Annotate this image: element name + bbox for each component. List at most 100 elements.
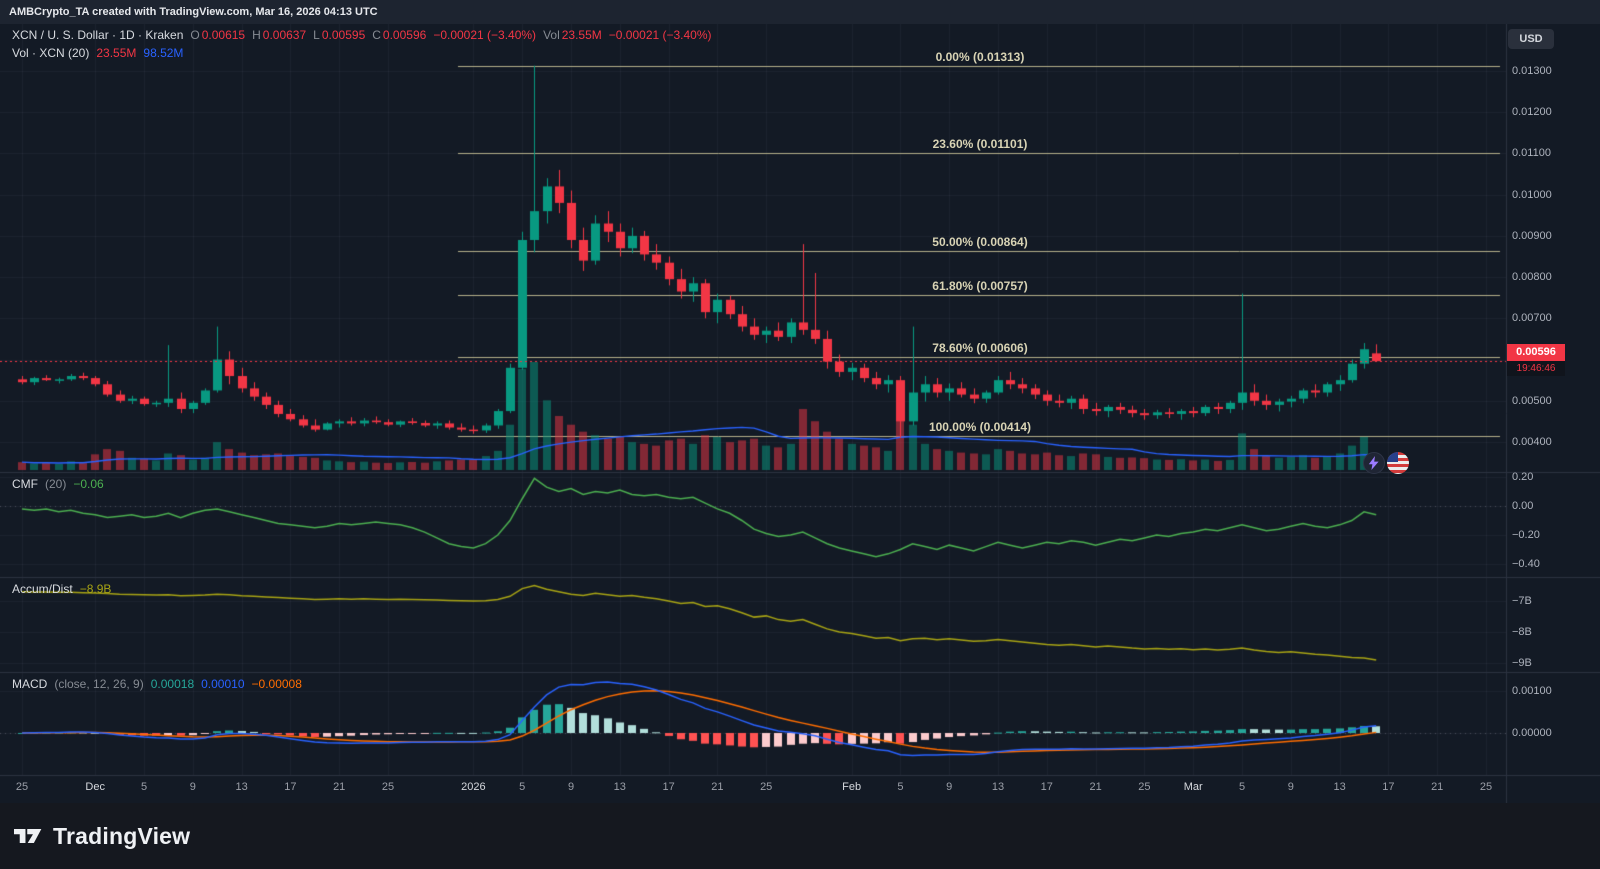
legend-segment: 23.55M xyxy=(561,28,602,42)
tradingview-logo[interactable]: TradingView xyxy=(14,823,190,850)
cmf-axis-label: 0.20 xyxy=(1512,471,1534,483)
time-axis-label: 25 xyxy=(1138,781,1151,793)
legend-segment: 0.00010 xyxy=(201,677,245,691)
time-axis-label: 5 xyxy=(140,781,148,793)
fib-level-label: 50.00% (0.00864) xyxy=(932,234,1028,249)
fib-level-label: 78.60% (0.00606) xyxy=(932,341,1028,356)
lightning-bolt-glyph xyxy=(1368,456,1379,470)
time-axis-label: Dec xyxy=(85,781,105,793)
time-axis-label: 25 xyxy=(15,781,29,793)
price-axis-label: 0.00700 xyxy=(1512,312,1552,325)
last-price-value: 0.00596 xyxy=(1507,344,1565,362)
fib-level-label: 0.00% (0.01313) xyxy=(935,49,1025,64)
legend-segment: H xyxy=(252,28,261,42)
price-axis-label: 0.00500 xyxy=(1512,394,1552,407)
attribution-bar: AMBCrypto_TA created with TradingView.co… xyxy=(0,0,1600,24)
accdist-axis-label: −9B xyxy=(1512,657,1532,669)
macd-legend[interactable]: MACD (close, 12, 26, 9) 0.00018 0.00010 −0.0… xyxy=(12,677,309,691)
fib-level-label: 23.60% (0.01101) xyxy=(932,137,1028,152)
time-axis-label: 21 xyxy=(1431,781,1444,793)
time-axis-label: 5 xyxy=(897,781,904,793)
price-axis-label: 0.01200 xyxy=(1512,106,1552,119)
time-axis-label: 25 xyxy=(1479,781,1493,793)
tradingview-wordmark: TradingView xyxy=(53,822,191,849)
legend-segment: CMF xyxy=(12,477,38,491)
time-axis-label: 21 xyxy=(711,781,724,793)
time-axis-label: 17 xyxy=(284,781,297,793)
cmf-axis-label: −0.40 xyxy=(1512,558,1540,570)
flag-canton xyxy=(1387,452,1398,462)
time-axis-label: 17 xyxy=(1382,781,1395,793)
currency-toggle-button[interactable]: USD xyxy=(1508,29,1554,49)
cmf-axis-label: 0.00 xyxy=(1512,500,1534,512)
accdist-axis-label: −7B xyxy=(1512,595,1532,607)
ohlc-legend-row[interactable]: XCN / U. S. Dollar · 1D · Kraken O 0.00615… xyxy=(12,28,719,42)
time-axis-label: 25 xyxy=(760,781,773,793)
fib-level-label: 100.00% (0.00414) xyxy=(928,420,1032,435)
legend-segment: −0.06 xyxy=(73,477,104,491)
legend-segment: −0.00008 xyxy=(251,677,302,691)
legend-segment: 23.55M xyxy=(96,46,137,60)
legend-segment: −0.00021 (−3.40%) xyxy=(608,28,712,42)
legend-segment: −8.9B xyxy=(79,582,112,596)
us-flag-icon[interactable] xyxy=(1387,452,1409,474)
time-axis-label: 5 xyxy=(519,781,526,793)
accdist-legend[interactable]: Accum/Dist −8.9B xyxy=(12,582,118,596)
legend-segment: (close, 12, 26, 9) xyxy=(54,677,144,691)
time-axis-label: 21 xyxy=(1089,781,1102,793)
legend-segment: −0.00021 (−3.40%) xyxy=(433,28,537,42)
bar-countdown: 19:46:46 xyxy=(1507,361,1565,377)
legend-segment: 0.00595 xyxy=(321,28,366,42)
time-axis[interactable]: 25 Dec 5 9 13 17 21 25 2026 5 9 13 17 21 25 Feb 5 9 13 17 21… xyxy=(0,775,1506,803)
legend-segment: Accum/Dist xyxy=(12,582,73,596)
price-axis-label: 0.00900 xyxy=(1512,229,1552,242)
chart-canvas[interactable] xyxy=(0,24,1600,803)
legend-segment: (20) xyxy=(45,477,67,491)
time-axis-label: 21 xyxy=(333,781,346,793)
legend-segment: L xyxy=(313,28,320,42)
time-axis-label: 13 xyxy=(991,781,1005,793)
time-axis-label: 25 xyxy=(381,781,395,793)
time-axis-label: Mar xyxy=(1183,781,1203,793)
time-axis-label: 13 xyxy=(613,781,626,793)
time-axis-label: 17 xyxy=(662,781,675,793)
lightning-icon[interactable] xyxy=(1363,452,1385,474)
cmf-legend[interactable]: CMF (20) −0.06 xyxy=(12,477,111,491)
legend-segment: MACD xyxy=(12,677,48,691)
legend-segment: 0.00615 xyxy=(201,28,246,42)
time-axis-label: 13 xyxy=(235,781,248,793)
legend-segment: 0.00018 xyxy=(150,677,195,691)
symbol-legend[interactable]: XCN / U. S. Dollar · 1D · Kraken O 0.00615… xyxy=(12,28,719,60)
volume-legend-row[interactable]: Vol · XCN (20) 23.55M 98.52M xyxy=(12,46,719,60)
time-axis-label: 5 xyxy=(1238,781,1246,793)
price-axis-label: 0.00800 xyxy=(1512,271,1552,284)
last-price-tag: 0.00596 19:46:46 xyxy=(1507,344,1565,377)
legend-segment: XCN / U. S. Dollar · 1D · Kraken xyxy=(12,28,184,42)
time-axis-label: 17 xyxy=(1040,781,1053,793)
legend-segment: 0.00596 xyxy=(382,28,427,42)
time-axis-label: 2026 xyxy=(461,781,486,793)
cmf-axis-label: −0.20 xyxy=(1512,529,1540,541)
macd-axis-label: 0.00000 xyxy=(1512,727,1552,739)
price-axis-label: 0.01300 xyxy=(1512,65,1552,77)
legend-segment: 0.00637 xyxy=(262,28,307,42)
attribution-text: AMBCrypto_TA created with TradingView.co… xyxy=(9,6,378,18)
price-axis-label: 0.01000 xyxy=(1512,188,1552,201)
legend-segment: 98.52M xyxy=(143,46,184,60)
price-axis-label: 0.00400 xyxy=(1512,435,1552,448)
time-axis-label: 9 xyxy=(567,781,575,793)
time-axis-label: Feb xyxy=(842,781,862,793)
time-axis-label: 9 xyxy=(946,781,953,793)
fib-level-label: 61.80% (0.00757) xyxy=(932,278,1028,293)
macd-axis-label: 0.00100 xyxy=(1512,685,1552,697)
legend-segment: Vol · XCN (20) xyxy=(12,46,90,60)
time-axis-label: 9 xyxy=(189,781,196,793)
time-axis-label: 9 xyxy=(1287,781,1294,793)
legend-segment: O xyxy=(190,28,200,42)
accdist-axis-label: −8B xyxy=(1512,626,1532,638)
time-axis-label: 13 xyxy=(1333,781,1346,793)
tradingview-footer: TradingView xyxy=(0,803,1600,869)
legend-segment: C xyxy=(372,28,381,42)
tradingview-logo-mark xyxy=(14,828,42,844)
